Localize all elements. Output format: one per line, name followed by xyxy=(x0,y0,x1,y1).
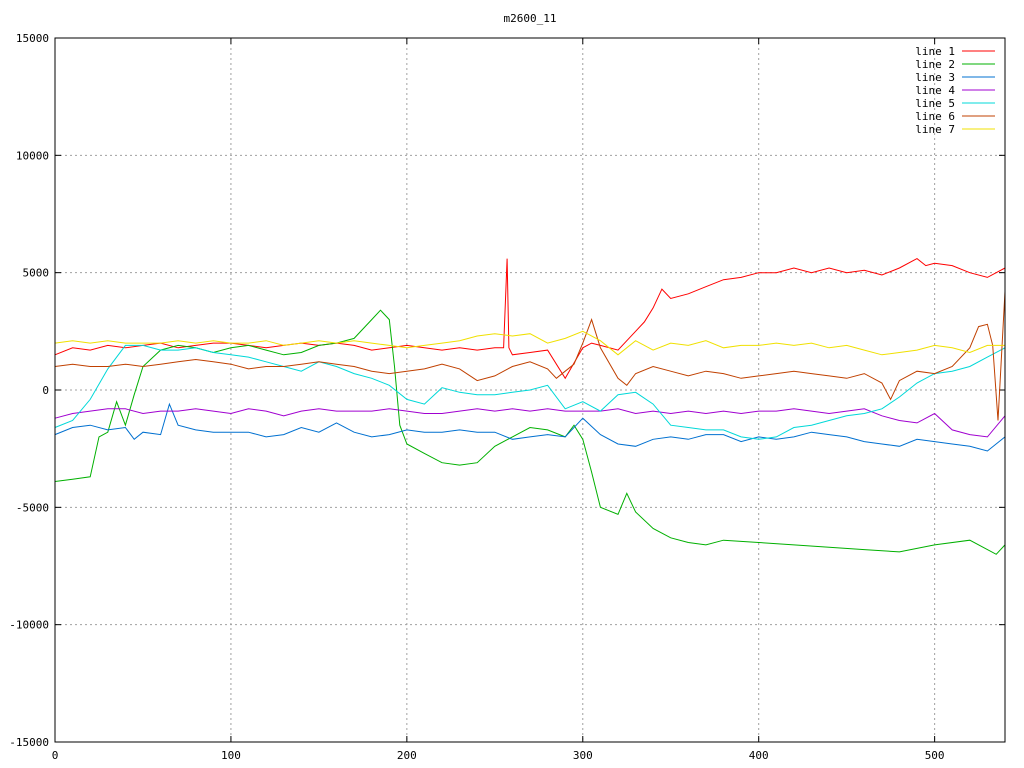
chart-title: m2600_11 xyxy=(504,12,557,25)
series-lines xyxy=(54,258,1006,555)
x-tick-label: 400 xyxy=(749,749,769,762)
x-tick-label: 300 xyxy=(573,749,593,762)
legend-label-3: line 3 xyxy=(915,71,955,84)
x-tick-label: 200 xyxy=(397,749,417,762)
legend-label-7: line 7 xyxy=(915,123,955,136)
legend-label-1: line 1 xyxy=(915,45,955,58)
x-tick-label: 0 xyxy=(52,749,59,762)
y-tick-label: 10000 xyxy=(16,149,49,162)
y-tick-label: 0 xyxy=(42,384,49,397)
series-line-7 xyxy=(54,330,1005,356)
y-tick-label: -15000 xyxy=(9,736,49,749)
plot-frame xyxy=(54,37,1006,743)
y-tick-label: 15000 xyxy=(16,32,49,45)
series-line-1 xyxy=(54,258,1006,380)
x-tick-label: 500 xyxy=(925,749,945,762)
x-tick-label: 100 xyxy=(221,749,241,762)
series-line-3 xyxy=(54,402,1006,452)
legend-label-4: line 4 xyxy=(915,84,955,97)
series-line-5 xyxy=(54,344,1006,440)
y-tick-label: -10000 xyxy=(9,619,49,632)
y-tick-label: -5000 xyxy=(16,501,49,514)
legend-label-6: line 6 xyxy=(915,110,955,123)
series-line-6 xyxy=(54,291,1006,421)
series-line-2 xyxy=(54,309,1006,555)
legend-label-5: line 5 xyxy=(915,97,955,110)
axis-ticks: 0 100 200 300 400 500 -15000 -10000 -5000 0 5000 10… xyxy=(9,32,1005,762)
grid-lines xyxy=(55,38,1005,742)
legend-label-2: line 2 xyxy=(915,58,955,71)
y-tick-label: 5000 xyxy=(23,267,50,280)
series-line-4 xyxy=(54,408,1006,438)
